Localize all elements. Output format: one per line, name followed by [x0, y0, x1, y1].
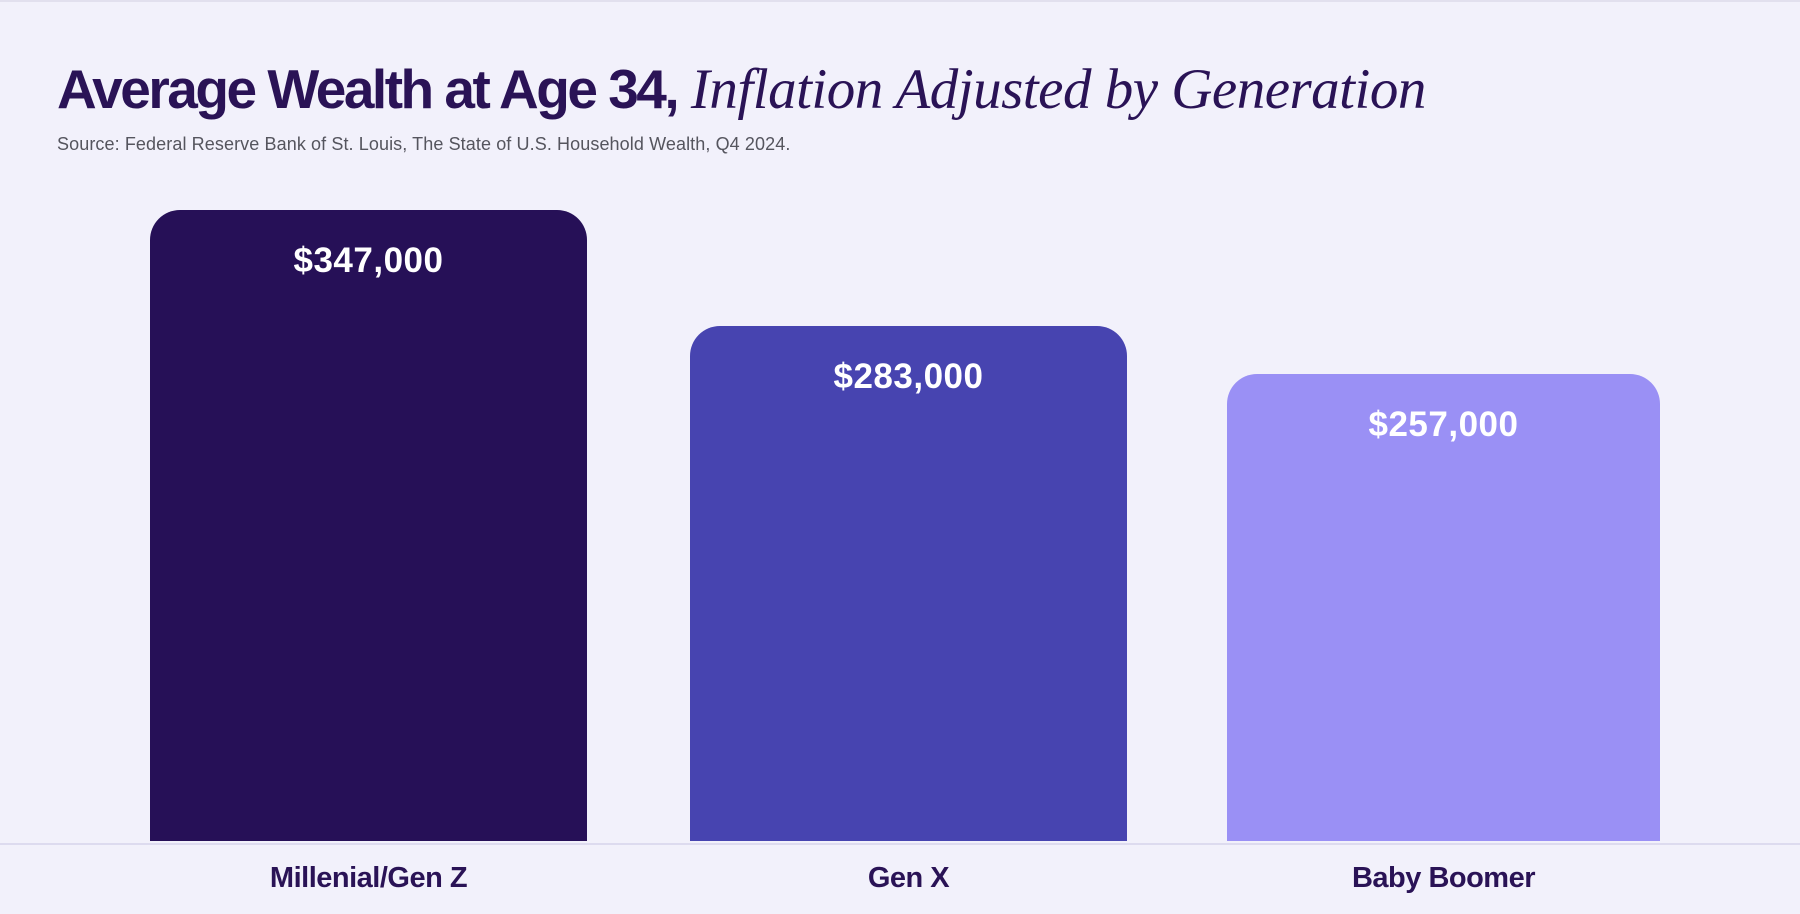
bar-value-label: $347,000	[293, 241, 444, 280]
x-axis-label-baby-boomer: Baby Boomer	[1351, 862, 1536, 894]
bar-baby-boomer: $257,000	[1227, 374, 1660, 841]
x-axis-label-millennial-genz: Millenial/Gen Z	[269, 862, 468, 894]
page-title-bold: Average Wealth at Age 34,	[57, 58, 680, 120]
x-axis-label-gen-x: Gen X	[867, 862, 950, 894]
x-axis-baseline	[0, 843, 1800, 845]
bar-gen-x: $283,000	[690, 326, 1127, 841]
bar-value-label: $257,000	[1368, 405, 1519, 444]
bar-value-label: $283,000	[833, 357, 984, 396]
source-citation: Source: Federal Reserve Bank of St. Loui…	[57, 133, 791, 154]
page-title: Average Wealth at Age 34, Inflation Adju…	[57, 60, 1757, 120]
chart-header: Average Wealth at Age 34, Inflation Adju…	[57, 60, 1757, 155]
page-title-italic: Inflation Adjusted by Generation	[677, 58, 1426, 121]
bar-millennial-genz: $347,000	[150, 210, 587, 841]
